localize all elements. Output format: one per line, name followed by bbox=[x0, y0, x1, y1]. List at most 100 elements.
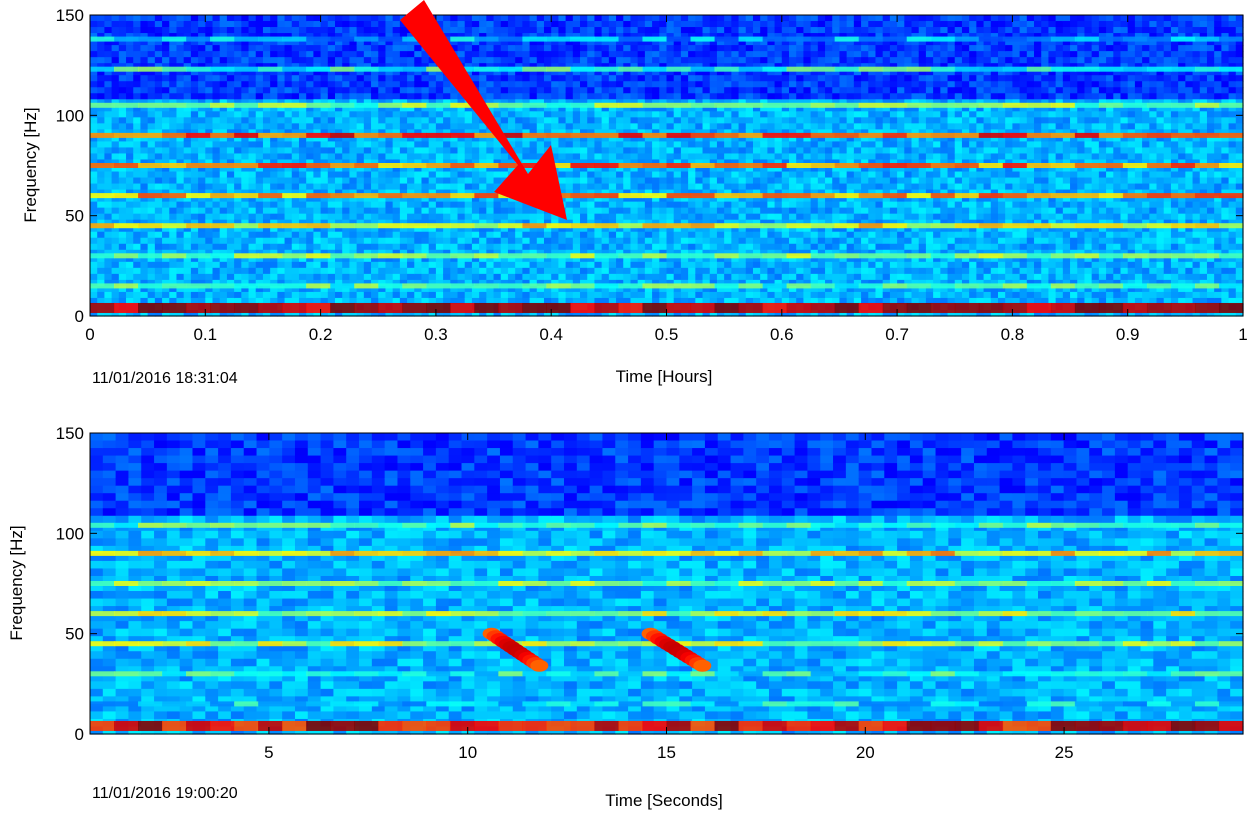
noise-cell bbox=[407, 81, 415, 88]
noise-cell bbox=[126, 165, 134, 173]
noise-cell bbox=[500, 165, 509, 173]
noise-cell bbox=[198, 69, 206, 76]
noise-cell bbox=[363, 141, 372, 149]
noise-cell bbox=[147, 105, 156, 112]
noise-cell bbox=[118, 45, 127, 52]
noise-cell bbox=[320, 201, 329, 209]
noise-cell bbox=[673, 75, 682, 82]
noise-cell bbox=[760, 195, 768, 203]
noise-cell bbox=[522, 21, 531, 28]
noise-cell bbox=[479, 153, 487, 161]
noise-cell bbox=[284, 81, 293, 88]
noise-cell bbox=[234, 141, 242, 149]
noise-cell bbox=[205, 237, 214, 245]
noise-cell bbox=[255, 225, 264, 233]
noise-cell bbox=[118, 177, 127, 185]
noise-cell bbox=[392, 27, 401, 34]
noise-cell bbox=[551, 213, 560, 221]
noise-cell bbox=[154, 117, 163, 124]
noise-cell bbox=[378, 183, 387, 191]
noise-cell bbox=[176, 87, 185, 94]
noise-cell bbox=[313, 159, 322, 167]
noise-cell bbox=[371, 183, 379, 191]
noise-cell bbox=[298, 285, 307, 293]
noise-cell bbox=[212, 21, 221, 28]
noise-cell bbox=[522, 291, 531, 299]
noise-cell bbox=[796, 75, 805, 82]
noise-cell bbox=[738, 93, 747, 100]
noise-cell bbox=[471, 309, 480, 317]
noise-cell bbox=[356, 297, 365, 305]
noise-cell bbox=[644, 21, 653, 28]
noise-cell bbox=[147, 57, 156, 64]
noise-cell bbox=[774, 141, 783, 149]
noise-cell bbox=[471, 81, 480, 88]
noise-cell bbox=[500, 105, 509, 112]
noise-cell bbox=[335, 15, 343, 22]
noise-cell bbox=[335, 261, 343, 269]
noise-cell bbox=[407, 147, 415, 155]
noise-cell bbox=[738, 57, 747, 64]
noise-cell bbox=[226, 177, 235, 185]
noise-cell bbox=[169, 15, 178, 22]
noise-cell bbox=[190, 87, 199, 94]
noise-cell bbox=[407, 135, 415, 143]
noise-cell bbox=[248, 249, 257, 257]
noise-cell bbox=[90, 57, 98, 64]
noise-cell bbox=[673, 279, 682, 287]
noise-cell bbox=[414, 231, 423, 239]
noise-cell bbox=[198, 171, 206, 179]
noise-cell bbox=[558, 255, 567, 263]
noise-cell bbox=[803, 123, 812, 130]
noise-cell bbox=[493, 261, 502, 269]
noise-cell bbox=[414, 57, 423, 64]
noise-cell bbox=[126, 93, 134, 100]
noise-cell bbox=[796, 123, 805, 130]
noise-cell bbox=[392, 273, 401, 281]
noise-cell bbox=[392, 225, 401, 233]
noise-cell bbox=[752, 201, 761, 209]
noise-cell bbox=[443, 27, 451, 34]
noise-cell bbox=[255, 51, 264, 58]
noise-cell bbox=[284, 219, 293, 227]
noise-cell bbox=[385, 195, 394, 203]
noise-cell bbox=[724, 189, 732, 197]
noise-cell bbox=[118, 135, 127, 143]
noise-cell bbox=[234, 57, 242, 64]
noise-cell bbox=[731, 123, 740, 130]
noise-cell bbox=[507, 39, 516, 46]
noise-cell bbox=[507, 279, 516, 287]
noise-cell bbox=[457, 249, 466, 257]
noise-cell bbox=[443, 201, 451, 209]
noise-cell bbox=[479, 213, 487, 221]
noise-cell bbox=[709, 267, 718, 275]
noise-cell bbox=[572, 63, 581, 70]
noise-cell bbox=[637, 159, 646, 167]
noise-cell bbox=[724, 255, 732, 263]
noise-cell bbox=[349, 219, 358, 227]
noise-cell bbox=[536, 219, 545, 227]
noise-cell bbox=[378, 285, 387, 293]
noise-cell bbox=[342, 297, 351, 305]
noise-cell bbox=[479, 75, 487, 82]
noise-cell bbox=[407, 57, 415, 64]
noise-cell bbox=[803, 159, 812, 167]
noise-cell bbox=[140, 93, 149, 100]
noise-cell bbox=[147, 231, 156, 239]
noise-cell bbox=[363, 225, 372, 233]
noise-cell bbox=[796, 153, 805, 161]
noise-cell bbox=[673, 285, 682, 293]
noise-cell bbox=[356, 255, 365, 263]
noise-cell bbox=[450, 261, 459, 269]
noise-cell bbox=[695, 165, 704, 173]
noise-cell bbox=[140, 111, 149, 118]
noise-cell bbox=[443, 297, 451, 305]
noise-cell bbox=[421, 309, 430, 317]
noise-cell bbox=[154, 261, 163, 269]
noise-cell bbox=[457, 255, 466, 263]
noise-cell bbox=[385, 219, 394, 227]
noise-cell bbox=[500, 63, 509, 70]
noise-cell bbox=[515, 297, 523, 305]
noise-cell bbox=[781, 195, 790, 203]
noise-cell bbox=[781, 135, 790, 143]
